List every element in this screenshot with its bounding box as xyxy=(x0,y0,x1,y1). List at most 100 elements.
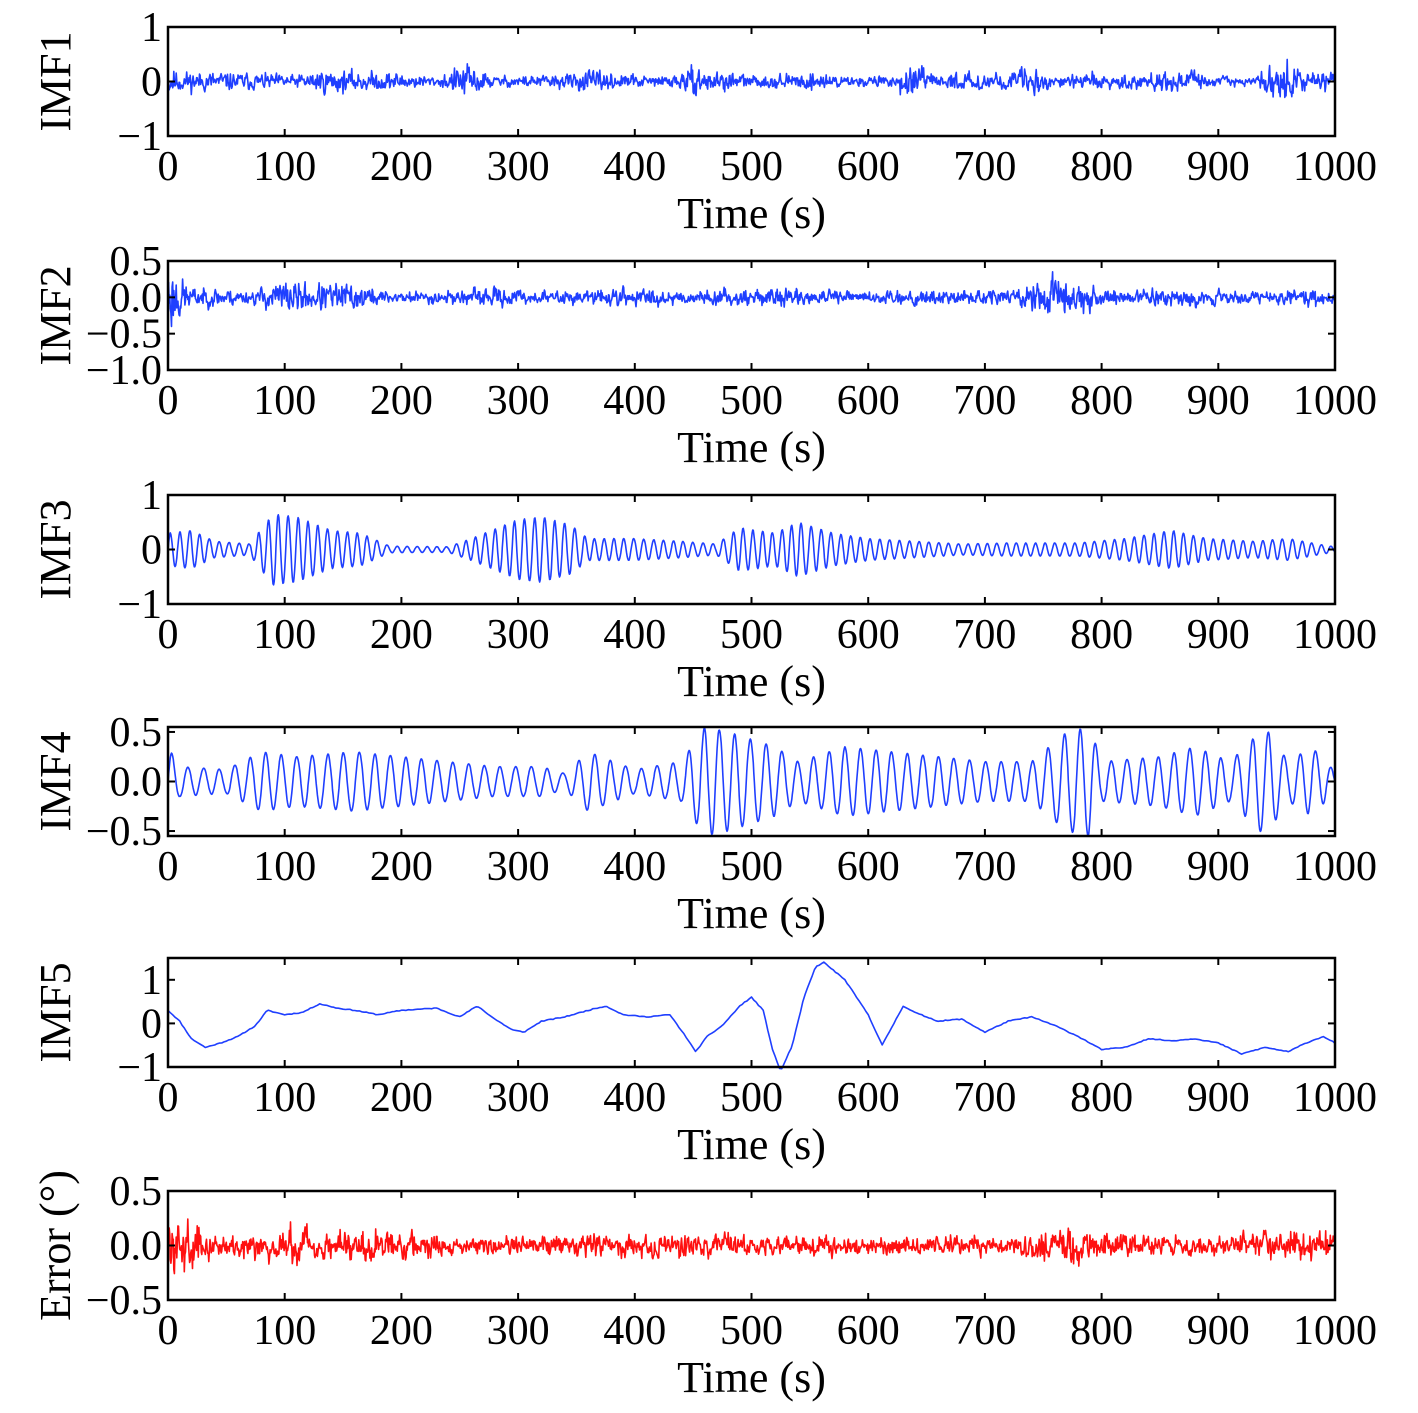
error-ytick-label: 0.0 xyxy=(110,1224,163,1270)
imf5-ytick-label: 0 xyxy=(141,1001,162,1047)
imf2-ytick-label: −0.5 xyxy=(86,312,162,358)
imf1-xtick-label: 0 xyxy=(158,144,179,190)
imf1-xtick-label: 500 xyxy=(720,144,783,190)
imf2-xtick-label: 900 xyxy=(1187,378,1250,424)
imf1-xtick-label: 700 xyxy=(953,144,1016,190)
imf3-ytick-label: 0 xyxy=(141,528,162,574)
imf1-xtick-label: 300 xyxy=(487,144,550,190)
imf1-panel: 10−10 100 200 300 400 500 600 700 800 900 1000Time… xyxy=(31,5,1377,238)
imf5-xtick-label: 600 xyxy=(837,1075,900,1121)
error-series-line xyxy=(167,1218,1336,1275)
imf2-xtick-label: 200 xyxy=(370,378,433,424)
imf4-xtick-label: 200 xyxy=(370,844,433,890)
imf3-axes-frame xyxy=(166,493,1337,606)
imf4-xtick-label: 500 xyxy=(720,844,783,890)
imf5-ytick-label: −1 xyxy=(117,1045,162,1091)
imf1-yaxis-title: IMF1 xyxy=(31,31,80,131)
imf2-xtick-label: 1000 xyxy=(1293,378,1377,424)
imf2-xaxis-title: Time (s) xyxy=(677,423,826,472)
error-ytick-label: 0.5 xyxy=(110,1169,163,1215)
imf3-ytick-label: 1 xyxy=(141,473,162,519)
imf5-ytick-label: 1 xyxy=(141,958,162,1004)
imf3-xtick-label: 100 xyxy=(253,612,316,658)
error-yaxis-title: Error (°) xyxy=(31,1170,80,1321)
imf5-xaxis-title: Time (s) xyxy=(677,1120,826,1169)
imf4-series-line xyxy=(167,727,1336,837)
imf3-xtick-label: 400 xyxy=(603,612,666,658)
imf1-xaxis-title: Time (s) xyxy=(677,189,826,238)
imf5-xtick-label: 900 xyxy=(1187,1075,1250,1121)
error-xtick-label: 1000 xyxy=(1293,1308,1377,1354)
imf5-yaxis-title: IMF5 xyxy=(31,962,80,1062)
imf5-xtick-label: 0 xyxy=(158,1075,179,1121)
imf2-panel: 0.50.0−0.5−1.00 100 200 300 400 500 600 700 800 9… xyxy=(31,239,1377,472)
imf3-xtick-label: 800 xyxy=(1070,612,1133,658)
imf2-xtick-label: 100 xyxy=(253,378,316,424)
imf4-xtick-label: 900 xyxy=(1187,844,1250,890)
imf3-ytick-label: −1 xyxy=(117,582,162,628)
imf4-xtick-label: 400 xyxy=(603,844,666,890)
error-xtick-label: 100 xyxy=(253,1308,316,1354)
imf1-series-line xyxy=(167,58,1336,99)
error-xtick-label: 200 xyxy=(370,1308,433,1354)
imf1-xtick-label: 200 xyxy=(370,144,433,190)
imf2-ytick-label: −1.0 xyxy=(86,348,162,394)
imf1-xtick-label: 900 xyxy=(1187,144,1250,190)
imf4-xtick-label: 700 xyxy=(953,844,1016,890)
imf4-xtick-label: 0 xyxy=(158,844,179,890)
imf4-xtick-label: 800 xyxy=(1070,844,1133,890)
imf4-ytick-label: 0.5 xyxy=(110,710,163,756)
error-xtick-label: 500 xyxy=(720,1308,783,1354)
imf4-xtick-label: 300 xyxy=(487,844,550,890)
error-ytick-label: −0.5 xyxy=(86,1278,162,1324)
imf2-xtick-label: 400 xyxy=(603,378,666,424)
imf4-panel: 0.50.0−0.50 100 200 300 400 500 600 700 800 900 10… xyxy=(31,710,1377,938)
imf1-xtick-label: 600 xyxy=(837,144,900,190)
imf5-panel: 10−10 100 200 300 400 500 600 700 800 900 1000Time… xyxy=(31,956,1377,1169)
imf5-xtick-label: 100 xyxy=(253,1075,316,1121)
imf3-xtick-label: 500 xyxy=(720,612,783,658)
imf3-panel: 10−10 100 200 300 400 500 600 700 800 900 1000Time… xyxy=(31,473,1377,706)
imf2-xtick-label: 700 xyxy=(953,378,1016,424)
imf3-xaxis-title: Time (s) xyxy=(677,657,826,706)
error-panel: 0.5 0.0 −0.50 100 200 300 400 500 600 700 800 900 10… xyxy=(31,1169,1377,1402)
imf5-xtick-label: 400 xyxy=(603,1075,666,1121)
imf5-xtick-label: 500 xyxy=(720,1075,783,1121)
imf4-ytick-label: 0.0 xyxy=(110,760,163,806)
imf5-xtick-label: 700 xyxy=(953,1075,1016,1121)
imf1-xtick-label: 100 xyxy=(253,144,316,190)
imf5-xtick-label: 200 xyxy=(370,1075,433,1121)
imf2-ytick-label: 0.5 xyxy=(110,239,163,285)
imf2-xtick-label: 500 xyxy=(720,378,783,424)
imf5-series-line xyxy=(167,961,1336,1070)
error-xaxis-title: Time (s) xyxy=(677,1353,826,1402)
imf3-xtick-label: 1000 xyxy=(1293,612,1377,658)
error-xtick-label: 800 xyxy=(1070,1308,1133,1354)
imf1-xtick-label: 1000 xyxy=(1293,144,1377,190)
imf2-xtick-label: 600 xyxy=(837,378,900,424)
imf5-xtick-label: 300 xyxy=(487,1075,550,1121)
imf1-xtick-label: 800 xyxy=(1070,144,1133,190)
error-xtick-label: 300 xyxy=(487,1308,550,1354)
imf1-ytick-label: 1 xyxy=(141,5,162,51)
error-xtick-label: 0 xyxy=(158,1308,179,1354)
imf3-xtick-label: 200 xyxy=(370,612,433,658)
imf4-xtick-label: 1000 xyxy=(1293,844,1377,890)
error-xtick-label: 400 xyxy=(603,1308,666,1354)
imf2-xtick-label: 300 xyxy=(487,378,550,424)
imf3-xtick-label: 900 xyxy=(1187,612,1250,658)
imf2-xtick-label: 0 xyxy=(158,378,179,424)
imf5-xtick-label: 800 xyxy=(1070,1075,1133,1121)
imf4-xtick-label: 600 xyxy=(837,844,900,890)
imf2-ytick-label: 0.0 xyxy=(110,275,163,321)
imf3-series-line xyxy=(167,514,1336,586)
imf3-xtick-label: 300 xyxy=(487,612,550,658)
error-xtick-label: 700 xyxy=(953,1308,1016,1354)
imf5-axes-frame xyxy=(166,956,1337,1069)
imf4-xaxis-title: Time (s) xyxy=(677,889,826,938)
imf1-ytick-label: 0 xyxy=(141,60,162,106)
imf2-axes-frame xyxy=(166,259,1337,372)
error-xtick-label: 900 xyxy=(1187,1308,1250,1354)
imf2-xtick-label: 800 xyxy=(1070,378,1133,424)
imf3-xtick-label: 0 xyxy=(158,612,179,658)
